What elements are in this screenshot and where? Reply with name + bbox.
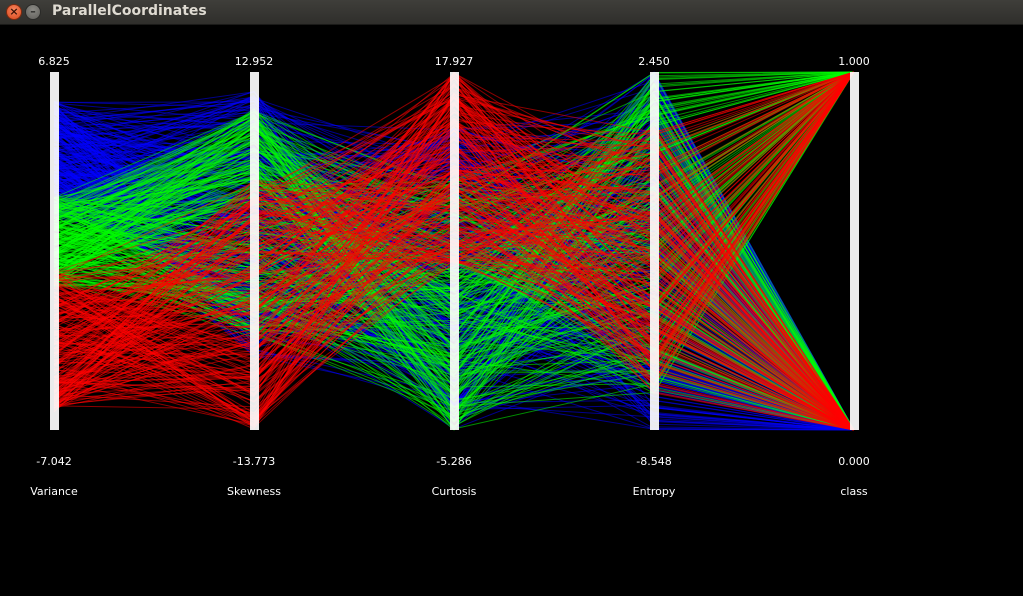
axis-max-label: 6.825	[38, 55, 70, 68]
chart-canvas: 6.825 -7.042 Variance 12.952 -13.773 Skewness…	[0, 25, 1023, 592]
parallel-coordinates-chart: 6.825 -7.042 Variance 12.952 -13.773 Skewness…	[30, 55, 870, 498]
axis-bar-curtosis[interactable]	[450, 72, 459, 430]
axis-name-label: Skewness	[227, 485, 281, 498]
axis-min-label: 0.000	[838, 455, 870, 468]
axis-max-label: 2.450	[638, 55, 670, 68]
axis-max-label: 17.927	[435, 55, 474, 68]
axis-bar-skewness[interactable]	[250, 72, 259, 430]
close-icon[interactable]: ×	[6, 4, 22, 20]
axis-name-label: Variance	[30, 485, 78, 498]
axis-max-label: 12.952	[235, 55, 274, 68]
axis-min-label: -5.286	[436, 455, 471, 468]
axis-min-label: -7.042	[36, 455, 71, 468]
window-titlebar: × – ParallelCoordinates	[0, 0, 1023, 25]
axis-name-label: Entropy	[633, 485, 676, 498]
axis-name-label: class	[840, 485, 868, 498]
axis-max-label: 1.000	[838, 55, 870, 68]
axis-bar-class[interactable]	[850, 72, 859, 430]
axis-bar-entropy[interactable]	[650, 72, 659, 430]
axis-name-label: Curtosis	[432, 485, 477, 498]
axis-bar-variance[interactable]	[50, 72, 59, 430]
minimize-icon[interactable]: –	[25, 4, 41, 20]
axis-min-label: -13.773	[233, 455, 275, 468]
window-title: ParallelCoordinates	[52, 3, 207, 19]
axis-min-label: -8.548	[636, 455, 671, 468]
